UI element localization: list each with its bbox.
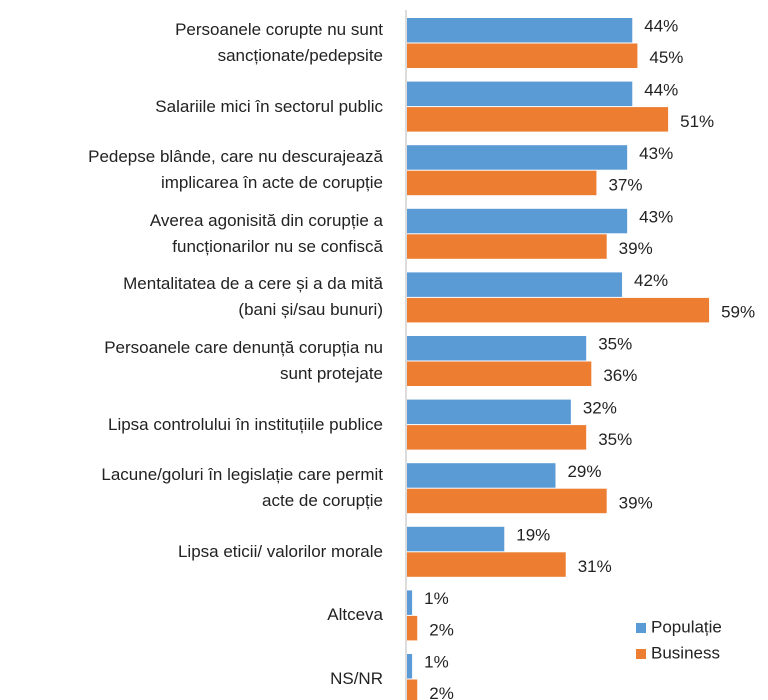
bar: [407, 272, 623, 297]
value-label: 44%: [644, 17, 678, 36]
value-label: 39%: [619, 493, 653, 512]
bar: [407, 145, 628, 170]
bar: [407, 488, 607, 514]
bar: [407, 654, 413, 679]
category-label: Pedepse blânde, care nu descurajează imp…: [88, 147, 383, 193]
category-label: Lipsa eticii/ valorilor morale: [177, 541, 383, 561]
bar: [407, 170, 597, 196]
category-label: Persoanele corupte nu sunt sancționate/p…: [175, 20, 383, 65]
value-label: 36%: [603, 366, 637, 385]
bar: [407, 297, 710, 323]
bar: [407, 107, 669, 132]
value-label: 43%: [639, 208, 673, 227]
category-label: Salariile mici în sectorul public: [155, 96, 383, 116]
bar: [407, 615, 418, 641]
value-label: 51%: [680, 112, 714, 131]
value-label: 43%: [639, 144, 673, 163]
bar: [407, 552, 566, 577]
bar: [407, 208, 628, 234]
value-label: 35%: [598, 430, 632, 449]
value-label: 2%: [429, 621, 454, 640]
bar: [407, 361, 592, 386]
bar: [407, 526, 505, 552]
value-label: 59%: [721, 303, 755, 322]
bar: [407, 18, 633, 43]
bar: [407, 234, 607, 259]
value-label: 19%: [516, 526, 550, 545]
value-label: 45%: [649, 48, 683, 67]
legend-swatch: [636, 623, 646, 633]
category-label: Lacune/goluri în legislație care permit …: [101, 465, 383, 511]
category-label: NS/NR: [330, 669, 383, 688]
value-label: 37%: [608, 175, 642, 194]
category-label: Mentalitatea de a cere și a da mită (ban…: [123, 274, 383, 320]
bar: [407, 336, 587, 361]
category-label: Lipsa controlului în instituțiile public…: [108, 414, 383, 434]
value-label: 1%: [424, 589, 449, 608]
value-label: 32%: [583, 398, 617, 417]
category-label: Persoanele care denunță corupția nu sunt…: [104, 338, 383, 383]
bar: [407, 590, 413, 615]
value-label: 29%: [567, 462, 601, 481]
legend-label: Populație: [651, 617, 722, 636]
value-label: 1%: [424, 653, 449, 672]
bar: [407, 679, 418, 700]
legend-label: Business: [651, 643, 720, 662]
bar: [407, 463, 556, 488]
category-label: Averea agonisită din corupție a funcțion…: [149, 210, 383, 256]
value-label: 2%: [429, 684, 454, 700]
bar: [407, 425, 587, 450]
legend-swatch: [636, 649, 646, 659]
value-label: 44%: [644, 80, 678, 99]
bar: [407, 81, 633, 107]
value-label: 42%: [634, 271, 668, 290]
value-label: 39%: [619, 239, 653, 258]
bar: [407, 43, 638, 68]
category-label: Altceva: [327, 605, 383, 625]
value-label: 35%: [598, 335, 632, 354]
value-label: 31%: [578, 557, 612, 576]
bar: [407, 399, 571, 425]
